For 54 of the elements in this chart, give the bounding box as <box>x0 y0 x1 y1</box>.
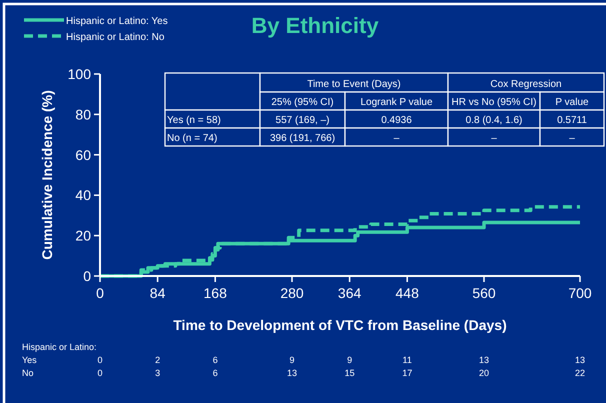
text: 2 <box>155 355 160 365</box>
annotation: 0.5711 <box>557 115 588 126</box>
text: No <box>22 368 34 378</box>
text: 22 <box>574 368 586 378</box>
annotation: 557 (169, –) <box>276 115 330 126</box>
text: 11 <box>402 355 412 365</box>
legend-label: Hispanic or Latino: Yes <box>66 16 168 27</box>
chart-title: By Ethnicity <box>251 13 380 38</box>
text: 17 <box>402 368 412 378</box>
text: 13 <box>286 368 298 378</box>
annotation: – <box>394 133 400 144</box>
annotation: Yes (n = 58) <box>167 115 221 126</box>
annotation: 396 (191, 766) <box>270 133 336 144</box>
text: 3 <box>155 368 160 378</box>
text: 6 <box>212 355 218 365</box>
annotation: Logrank P value <box>360 97 433 108</box>
annotation: 0.8 (0.4, 1.6) <box>466 115 522 126</box>
text: Hispanic or Latino: <box>22 342 97 352</box>
x-tick-label: 560 <box>472 285 496 301</box>
x-tick-label: 448 <box>396 285 420 301</box>
y-tick-label: 40 <box>75 187 92 204</box>
y-tick-label: 100 <box>68 66 92 82</box>
text: 13 <box>574 355 586 365</box>
y-tick-label: 80 <box>75 106 92 122</box>
x-tick-label: 84 <box>150 285 166 301</box>
text: 13 <box>478 355 490 365</box>
annotation: P value <box>555 97 590 108</box>
x-tick-label: 280 <box>280 285 304 301</box>
y-tick-label: 60 <box>75 146 92 163</box>
annotation: 0.4936 <box>381 115 412 126</box>
x-tick-label: 0 <box>96 285 104 301</box>
text: Yes <box>22 355 38 365</box>
annotation: – <box>569 133 576 144</box>
x-tick-label: 364 <box>338 285 362 301</box>
annotation: HR vs No (95% CI) <box>451 97 537 108</box>
x-tick-label: 168 <box>204 285 228 301</box>
text: 9 <box>347 355 352 365</box>
y-tick-label: 20 <box>75 228 92 244</box>
legend-label: Hispanic or Latino: No <box>66 32 165 43</box>
annotation: – <box>491 133 498 144</box>
x-tick-label: 700 <box>568 285 592 301</box>
text: 15 <box>344 368 355 378</box>
x-axis-title: Time to Development of VTC from Baseline (Days) <box>173 317 507 333</box>
text: 0 <box>97 355 103 365</box>
annotation: 25% (95% CI) <box>271 97 334 108</box>
annotation: Time to Event (Days) <box>307 79 401 90</box>
text: 9 <box>289 355 295 365</box>
y-tick-label: 0 <box>83 268 92 284</box>
annotation: Cox Regression <box>490 79 562 90</box>
text: 6 <box>212 368 218 378</box>
annotation: No (n = 74) <box>167 133 218 144</box>
text: 20 <box>478 368 490 378</box>
y-axis-title: Cumulative Incidence (%) <box>39 90 55 260</box>
text: 0 <box>97 368 103 378</box>
